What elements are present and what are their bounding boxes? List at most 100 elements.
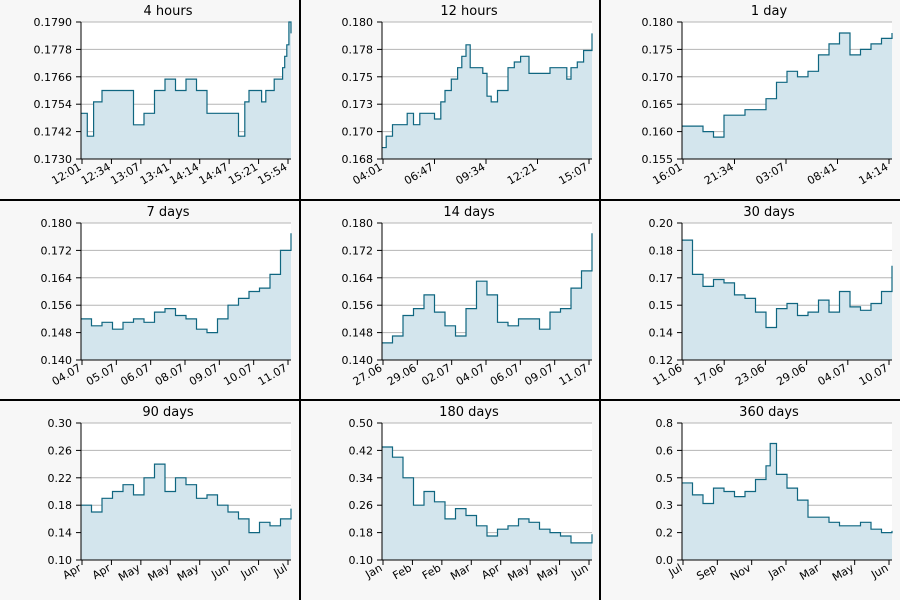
chart-panel: 90 days 0.10 0.14 0.18 0.22 0.26 0.30 Apr Apr May… (0, 401, 299, 600)
chart-title: 30 days (743, 205, 795, 220)
y-tick-label: 0.1766 (34, 71, 73, 84)
x-tick-label: 06.07 (118, 361, 152, 388)
y-tick-label: 0.14 (48, 527, 73, 540)
chart-panel: 180 days 0.10 0.18 0.26 0.34 0.42 0.50 Jan Feb Fe… (301, 401, 599, 600)
x-tick-label: Jan (765, 561, 787, 581)
y-tick-label: 0.1778 (34, 43, 73, 56)
x-tick-label: May (535, 561, 562, 584)
chart-panel: 4 hours 0.1730 0.1742 0.1754 0.1766 0.1778 0.1… (0, 0, 299, 199)
x-tick-label: 23.06 (733, 361, 767, 388)
x-tick-label: 15:21 (226, 160, 260, 187)
y-tick-label: 0.1730 (34, 153, 73, 166)
y-tick-label: 0.172 (342, 244, 374, 257)
y-tick-label: 0.140 (41, 354, 73, 367)
y-tick-label: 0.170 (342, 126, 374, 139)
y-tick-label: 0.170 (642, 71, 674, 84)
y-tick-label: 0.6 (656, 444, 674, 457)
y-tick-label: 0.0 (656, 554, 674, 567)
series-line (682, 239, 893, 329)
chart-title: 1 day (751, 4, 788, 19)
x-tick-label: 15:54 (256, 160, 290, 187)
x-tick-label: 10.07 (857, 361, 891, 388)
y-tick-label: 0.173 (342, 98, 374, 111)
price-chart: 12 hours0.1680.1700.1730.1750.1780.18004… (342, 4, 593, 187)
x-tick-label: Apr (479, 561, 502, 582)
x-tick-label: Sep (694, 561, 718, 583)
series-area (81, 233, 291, 360)
y-tick-label: 0.26 (349, 499, 374, 512)
price-chart: 360 days 0.0 0.2 0.3 0.5 0.6 0.8 Jul Sep Nov Jan Ma… (656, 405, 893, 584)
x-tick-label: Nov (728, 561, 754, 583)
price-chart: 1 day0.1550.1600.1650.1700.1750.18016:01… (642, 4, 893, 187)
x-tick-label: May (116, 561, 143, 584)
x-tick-label: 04.07 (454, 361, 488, 388)
y-tick-label: 0.26 (48, 444, 73, 457)
x-tick-label: May (830, 561, 857, 584)
series-area (682, 33, 892, 159)
x-tick-label: 29.06 (774, 361, 808, 388)
y-tick-label: 0.18 (48, 499, 73, 512)
y-tick-label: 0.1754 (34, 98, 73, 111)
y-tick-label: 0.1790 (34, 16, 73, 29)
y-tick-label: 0.20 (649, 217, 674, 230)
y-tick-label: 0.2 (656, 527, 674, 540)
x-tick-label: Feb (420, 561, 443, 582)
y-tick-label: 0.180 (342, 217, 374, 230)
x-tick-label: 06.07 (488, 361, 522, 388)
series-line (81, 463, 292, 534)
y-tick-label: 0.14 (649, 327, 674, 340)
x-tick-label: 13:41 (138, 160, 172, 187)
y-tick-label: 0.168 (342, 153, 374, 166)
x-tick-label: May (146, 561, 173, 584)
y-tick-label: 0.156 (41, 299, 73, 312)
y-tick-label: 0.1742 (34, 126, 73, 139)
chart-panel: 360 days 0.0 0.2 0.3 0.5 0.6 0.8 Jul Sep Nov Jan Ma… (601, 401, 900, 600)
y-tick-label: 0.148 (41, 327, 73, 340)
panel-divider (0, 199, 900, 201)
y-tick-label: 0.172 (41, 244, 73, 257)
y-tick-label: 0.165 (642, 98, 674, 111)
y-tick-label: 0.140 (342, 354, 374, 367)
y-tick-label: 0.15 (649, 299, 674, 312)
x-tick-label: 09:34 (454, 160, 488, 187)
y-tick-label: 0.155 (642, 153, 674, 166)
series-line (382, 233, 593, 344)
series-area (382, 446, 592, 560)
x-tick-label: 04.07 (816, 361, 850, 388)
chart-title: 12 hours (440, 4, 497, 19)
y-tick-label: 0.175 (642, 43, 674, 56)
y-tick-label: 0.164 (41, 272, 73, 285)
chart-title: 180 days (439, 405, 499, 420)
x-tick-label: 29.06 (385, 361, 419, 388)
x-tick-label: 08:41 (805, 160, 839, 187)
y-tick-label: 0.42 (349, 444, 374, 457)
series-line (81, 233, 292, 334)
x-tick-label: 10.07 (221, 361, 255, 388)
x-tick-label: Jun (238, 561, 260, 581)
x-tick-label: 09.07 (522, 361, 556, 388)
series-area (682, 240, 892, 360)
chart-title: 14 days (443, 205, 495, 220)
panel-divider (299, 0, 301, 600)
y-tick-label: 0.18 (649, 244, 674, 257)
y-tick-label: 0.10 (349, 554, 374, 567)
x-tick-label: Jul (666, 561, 685, 579)
x-tick-label: 08.07 (153, 361, 187, 388)
series-line (682, 32, 893, 138)
y-tick-label: 0.180 (342, 16, 374, 29)
y-tick-label: 0.12 (649, 354, 674, 367)
y-tick-label: 0.175 (342, 71, 374, 84)
x-tick-label: 09.07 (187, 361, 221, 388)
x-tick-label: Jun (568, 561, 590, 581)
chart-title: 4 hours (144, 4, 193, 19)
x-tick-label: Mar (448, 561, 473, 583)
series-line (382, 33, 593, 149)
x-tick-label: 02.07 (419, 361, 453, 388)
y-tick-label: 0.178 (342, 43, 374, 56)
price-chart: 14 days0.1400.1480.1560.1640.1720.18027.… (342, 205, 593, 388)
x-tick-label: 12:21 (505, 160, 539, 187)
